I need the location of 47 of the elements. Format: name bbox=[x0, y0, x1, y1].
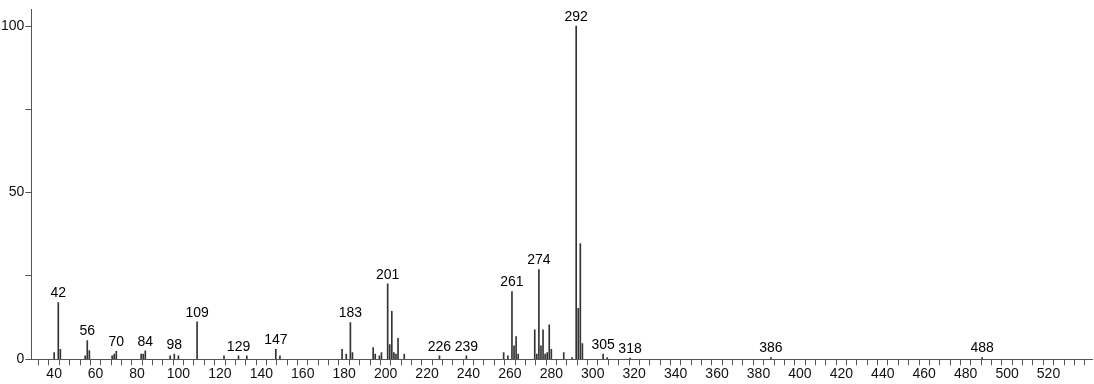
x-tick-label: 220 bbox=[415, 365, 439, 382]
annotation: 261 bbox=[500, 273, 524, 290]
x-tick-label: 380 bbox=[746, 365, 771, 382]
annotation: 109 bbox=[185, 303, 209, 320]
x-tick-label: 520 bbox=[1036, 365, 1061, 382]
annotation: 239 bbox=[454, 337, 479, 354]
x-tick-label: 80 bbox=[129, 365, 146, 382]
annotation: 292 bbox=[564, 7, 589, 24]
x-tick-label: 500 bbox=[995, 365, 1019, 382]
x-tick-label: 60 bbox=[87, 365, 104, 382]
x-tick-label: 120 bbox=[208, 365, 232, 382]
x-tick-label: 460 bbox=[912, 365, 937, 382]
x-tick-label: 480 bbox=[953, 365, 978, 382]
annotation: 84 bbox=[137, 332, 154, 349]
annotation: 226 bbox=[427, 337, 452, 354]
x-tick-label: 320 bbox=[622, 365, 647, 382]
x-tick-label: 240 bbox=[456, 365, 481, 382]
x-tick-label: 340 bbox=[663, 365, 688, 382]
x-tick-label: 420 bbox=[829, 365, 854, 382]
y-tick-label: 0 bbox=[16, 350, 25, 367]
x-tick-label: 180 bbox=[332, 365, 357, 382]
annotation: 56 bbox=[79, 322, 96, 339]
annotation: 488 bbox=[970, 339, 995, 356]
x-tick-label: 280 bbox=[539, 365, 564, 382]
x-tick-label: 260 bbox=[498, 365, 522, 382]
annotation: 274 bbox=[527, 251, 551, 268]
x-tick-label: 440 bbox=[871, 365, 895, 382]
annotation: 129 bbox=[226, 337, 251, 354]
x-tick-label: 300 bbox=[581, 365, 605, 382]
x-tick-label: 360 bbox=[705, 365, 729, 382]
annotation: 70 bbox=[108, 333, 125, 350]
annotation: 42 bbox=[50, 284, 67, 301]
annotation: 201 bbox=[375, 265, 400, 282]
x-tick-label: 160 bbox=[291, 365, 315, 382]
x-tick-label: 100 bbox=[166, 365, 191, 382]
x-tick-label: 200 bbox=[373, 365, 398, 382]
annotation: 98 bbox=[166, 336, 183, 353]
annotation: 318 bbox=[618, 340, 642, 357]
y-tick-label: 50 bbox=[8, 183, 25, 200]
x-tick-label: 400 bbox=[788, 365, 812, 382]
annotation: 183 bbox=[338, 304, 363, 321]
x-tick-label: 140 bbox=[249, 365, 274, 382]
annotation: 386 bbox=[759, 339, 783, 356]
y-tick-label: 100 bbox=[1, 16, 25, 33]
annotation: 147 bbox=[264, 331, 288, 348]
x-tick-label: 40 bbox=[46, 365, 63, 382]
annotation: 305 bbox=[591, 336, 615, 353]
